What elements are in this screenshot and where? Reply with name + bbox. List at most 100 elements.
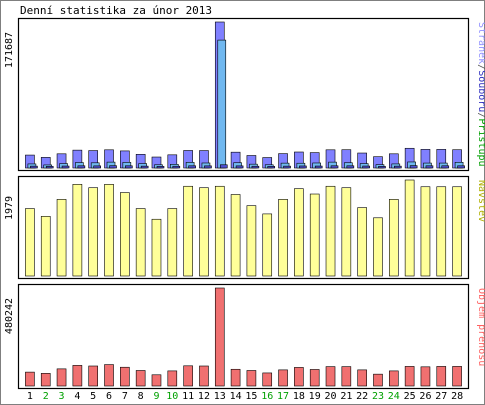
bar-hits-stránek-8 bbox=[140, 165, 149, 169]
x-tick-label-4: 4 bbox=[74, 391, 80, 402]
chart-title: Denní statistika za únor 2013 bbox=[20, 4, 213, 17]
bar-kbytes-objem-přenosu-4 bbox=[72, 365, 83, 387]
bar-kbytes-objem-přenosu-12 bbox=[199, 365, 209, 387]
bar-visits-návštěv-28 bbox=[452, 186, 462, 277]
x-tick-label-28: 28 bbox=[451, 391, 463, 402]
bar-kbytes-objem-přenosu-7 bbox=[120, 366, 130, 387]
bar-kbytes-objem-přenosu-14 bbox=[230, 368, 241, 387]
bar-kbytes-objem-přenosu-25 bbox=[404, 366, 415, 387]
series-label-part-hits-0: Stránek bbox=[476, 22, 485, 64]
bar-visits-návštěv-14 bbox=[230, 194, 241, 277]
bar-visits-návštěv-25 bbox=[404, 179, 415, 277]
bar-visits-návštěv-13 bbox=[214, 185, 225, 277]
bar-hits-stránek-4 bbox=[77, 165, 86, 169]
panel-frame-kbytes bbox=[17, 283, 470, 390]
x-tick-label-20: 20 bbox=[324, 391, 336, 402]
bar-hits-stránek-14 bbox=[235, 165, 244, 169]
x-tick-label-5: 5 bbox=[90, 391, 96, 402]
bar-kbytes-objem-přenosu-24 bbox=[388, 370, 399, 387]
bar-kbytes-objem-přenosu-8 bbox=[135, 370, 146, 387]
bar-visits-návštěv-16 bbox=[262, 213, 273, 277]
bar-kbytes-objem-přenosu-21 bbox=[341, 366, 352, 387]
x-tick-label-10: 10 bbox=[166, 391, 178, 402]
bar-visits-návštěv-4 bbox=[72, 184, 83, 277]
bar-hits-stránek-18 bbox=[299, 165, 307, 169]
x-tick-label-21: 21 bbox=[340, 391, 352, 402]
bar-hits-stránek-7 bbox=[125, 165, 133, 169]
x-tick-label-16: 16 bbox=[261, 391, 273, 402]
bar-hits-souborů-13 bbox=[217, 39, 227, 169]
bar-hits-stránek-17 bbox=[283, 165, 291, 169]
bar-visits-návštěv-23 bbox=[373, 217, 383, 277]
bar-visits-návštěv-2 bbox=[40, 216, 51, 277]
series-label-part-visits-0: Návštěv bbox=[476, 180, 485, 222]
bar-hits-stránek-24 bbox=[393, 165, 402, 169]
bar-visits-návštěv-21 bbox=[341, 187, 352, 277]
series-label-part-hits-3: / bbox=[476, 112, 485, 118]
bar-visits-návštěv-26 bbox=[420, 186, 431, 277]
bar-visits-návštěv-1 bbox=[25, 208, 35, 277]
bar-visits-návštěv-18 bbox=[294, 188, 304, 277]
bar-visits-návštěv-10 bbox=[167, 208, 178, 277]
bar-kbytes-objem-přenosu-11 bbox=[183, 365, 193, 387]
bar-hits-stránek-20 bbox=[330, 165, 339, 169]
x-tick-label-8: 8 bbox=[138, 391, 144, 402]
bar-visits-návštěv-24 bbox=[388, 199, 399, 277]
bar-visits-návštěv-3 bbox=[56, 199, 67, 277]
bar-kbytes-objem-přenosu-16 bbox=[262, 372, 273, 387]
bar-kbytes-objem-přenosu-28 bbox=[452, 366, 462, 387]
bar-hits-stránek-6 bbox=[109, 165, 117, 169]
x-tick-label-14: 14 bbox=[230, 391, 242, 402]
bar-kbytes-objem-přenosu-10 bbox=[167, 370, 178, 387]
bar-hits-stránek-1 bbox=[30, 165, 38, 169]
bar-visits-návštěv-20 bbox=[325, 185, 336, 277]
bar-hits-stránek-28 bbox=[457, 165, 465, 169]
bar-visits-návštěv-7 bbox=[120, 192, 130, 277]
bar-kbytes-objem-přenosu-3 bbox=[56, 368, 67, 387]
bar-kbytes-objem-přenosu-18 bbox=[294, 367, 304, 387]
bar-kbytes-objem-přenosu-23 bbox=[373, 373, 383, 387]
bar-visits-návštěv-5 bbox=[88, 187, 98, 277]
series-label-kbytes: Objem přenosu bbox=[476, 288, 485, 366]
bar-hits-stránek-10 bbox=[172, 165, 181, 169]
x-tick-label-9: 9 bbox=[153, 391, 159, 402]
bar-visits-návštěv-8 bbox=[135, 208, 146, 277]
x-tick-label-23: 23 bbox=[372, 391, 384, 402]
panel-frame-hits bbox=[17, 17, 470, 172]
x-tick-label-12: 12 bbox=[198, 391, 210, 402]
x-tick-label-25: 25 bbox=[404, 391, 416, 402]
bar-hits-stránek-13 bbox=[219, 164, 228, 169]
bar-visits-návštěv-17 bbox=[278, 199, 288, 277]
bar-hits-stránek-11 bbox=[188, 165, 196, 169]
series-label-visits: Návštěv bbox=[476, 180, 485, 222]
bar-kbytes-objem-přenosu-2 bbox=[40, 373, 51, 387]
bar-kbytes-objem-přenosu-9 bbox=[151, 374, 162, 387]
bar-hits-stránek-22 bbox=[362, 165, 370, 169]
x-tick-label-17: 17 bbox=[277, 391, 289, 402]
bar-visits-návštěv-22 bbox=[357, 207, 367, 277]
x-tick-label-11: 11 bbox=[182, 391, 194, 402]
ymax-label-visits: 1979 bbox=[4, 196, 15, 220]
series-label-hits: Stránek/Souborů/Přístupů bbox=[476, 22, 485, 167]
bar-kbytes-objem-přenosu-1 bbox=[25, 371, 35, 387]
bar-kbytes-objem-přenosu-27 bbox=[436, 366, 447, 387]
bar-kbytes-objem-přenosu-5 bbox=[88, 365, 98, 387]
bar-hits-stránek-27 bbox=[441, 165, 450, 169]
panel-frame-visits bbox=[17, 175, 470, 280]
bar-kbytes-objem-přenosu-17 bbox=[278, 369, 288, 387]
bar-hits-stránek-2 bbox=[45, 166, 54, 169]
x-tick-label-15: 15 bbox=[245, 391, 257, 402]
bar-hits-stránek-26 bbox=[425, 165, 434, 169]
bar-hits-stránek-12 bbox=[204, 165, 212, 169]
series-label-part-hits-1: / bbox=[476, 64, 485, 70]
x-tick-label-22: 22 bbox=[356, 391, 368, 402]
bar-kbytes-objem-přenosu-26 bbox=[420, 366, 431, 387]
panel-visits: 1979 Návštěv bbox=[4, 175, 485, 280]
bar-visits-návštěv-9 bbox=[151, 218, 162, 277]
ymax-label-kbytes: 480242 bbox=[4, 298, 15, 334]
series-label-part-hits-4: Přístupů bbox=[476, 118, 485, 166]
bar-kbytes-objem-přenosu-20 bbox=[325, 366, 336, 387]
